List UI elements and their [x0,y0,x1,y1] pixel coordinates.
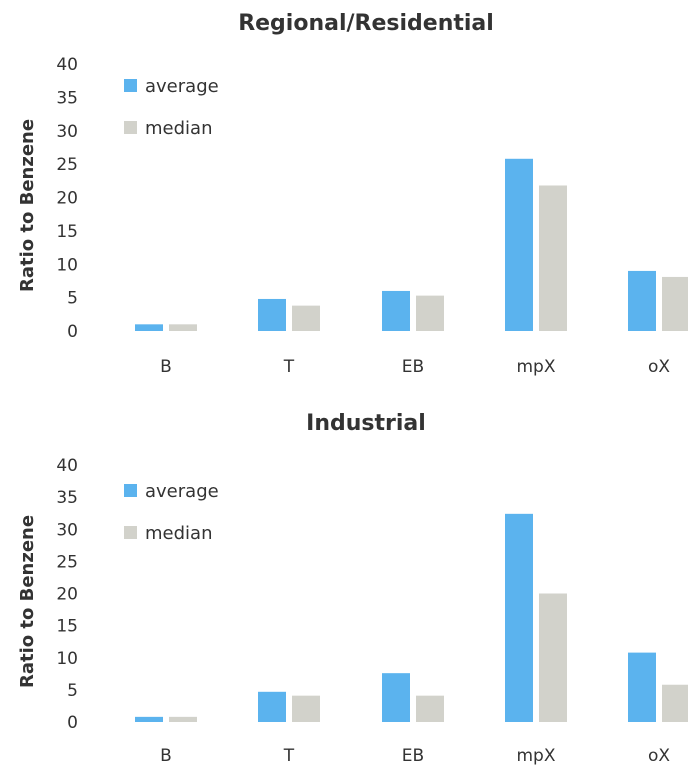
legend-label-average: average [145,481,219,502]
x-tick-label: EB [402,746,424,766]
legend-swatch-average [124,484,137,497]
x-tick-label: mpX [517,746,556,766]
y-tick-label: 0 [67,322,78,342]
bar-average-eb [382,673,410,722]
x-tick-label: oX [648,746,670,766]
bar-average-mpx [505,513,533,722]
bar-median-t [292,695,320,722]
bar-average-t [258,298,286,331]
legend: average median [124,481,219,544]
chart-panel-1: Regional/Residential Ratio to Benzene 0 5 10… [17,11,688,377]
y-tick-label: 10 [56,255,78,275]
y-tick-label: 35 [56,88,78,108]
legend-label-median: median [145,523,212,544]
legend-swatch-median [124,121,137,134]
x-tick-label: B [160,357,172,377]
y-tick-label: 20 [56,585,78,605]
bar-average-mpx [505,158,533,331]
bar-median-ox [662,684,688,722]
bar-median-eb [416,295,444,331]
x-tick-label: T [283,746,295,766]
y-tick-label: 25 [56,552,78,572]
y-axis-label: Ratio to Benzene [17,515,38,688]
legend: average median [124,76,219,139]
y-tick-label: 35 [56,488,78,508]
bar-median-b [169,324,197,331]
x-tick-label: EB [402,357,424,377]
bar-average-b [135,324,163,331]
y-tick-label: 5 [67,289,78,309]
y-tick-label: 0 [67,713,78,733]
y-tick-label: 40 [56,456,78,476]
chart-title: Industrial [306,411,426,436]
bar-median-b [169,716,197,722]
chart-title: Regional/Residential [238,11,494,36]
bar-average-ox [628,652,656,722]
y-tick-label: 40 [56,55,78,75]
x-tick-label: oX [648,357,670,377]
bar-median-eb [416,695,444,722]
bar-average-eb [382,290,410,331]
legend-label-average: average [145,76,219,97]
y-tick-label: 15 [56,617,78,637]
x-tick-label: T [283,357,295,377]
y-tick-label: 10 [56,649,78,669]
legend-swatch-average [124,79,137,92]
bar-median-mpx [539,593,567,722]
bar-median-t [292,305,320,331]
y-tick-label: 20 [56,189,78,209]
chart-panel-2: Industrial Ratio to Benzene 0 5 10 15 20 25 30 35… [17,411,688,766]
bar-average-b [135,716,163,722]
y-axis-label: Ratio to Benzene [17,119,38,292]
x-tick-label: B [160,746,172,766]
bar-average-ox [628,270,656,331]
y-tick-label: 30 [56,520,78,540]
legend-label-median: median [145,118,212,139]
y-tick-label: 30 [56,122,78,142]
legend-swatch-median [124,526,137,539]
bar-median-ox [662,276,688,331]
x-tick-label: mpX [517,357,556,377]
bar-average-t [258,691,286,722]
bar-median-mpx [539,185,567,331]
y-tick-label: 25 [56,155,78,175]
y-tick-label: 15 [56,222,78,242]
y-tick-label: 5 [67,681,78,701]
